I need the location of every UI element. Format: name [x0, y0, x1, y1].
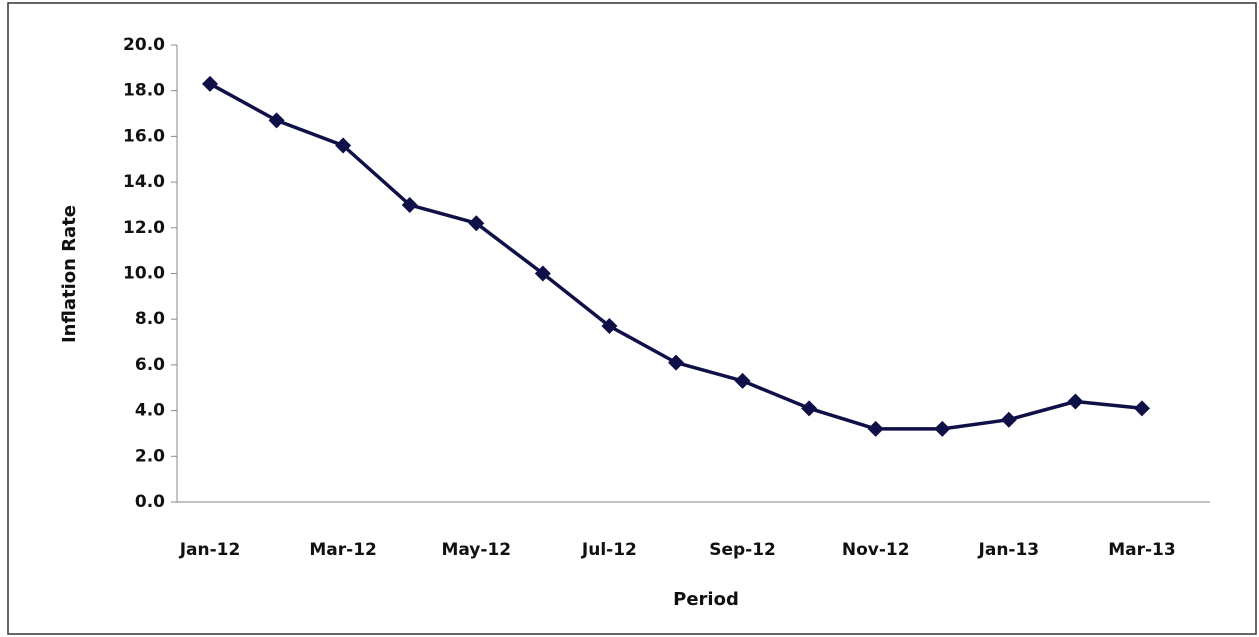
- line: [209, 82, 1143, 431]
- y-tick-label: 18.0: [123, 81, 165, 101]
- x-axis-title: Period: [673, 589, 739, 610]
- point-marker: [867, 420, 884, 437]
- point-marker: [734, 372, 751, 389]
- y-tick-label: 12.0: [123, 218, 165, 238]
- point-marker: [667, 354, 684, 371]
- point-marker: [268, 112, 285, 129]
- x-tick-label: Mar-13: [1108, 540, 1176, 560]
- point-marker: [1133, 400, 1150, 417]
- x-tick-label: Jul-12: [581, 540, 637, 560]
- chart-frame: [7, 2, 1257, 635]
- y-axis-title: Inflation Rate: [59, 205, 80, 343]
- x-tick-label: Nov-12: [842, 540, 910, 560]
- y-tick-label: 20.0: [123, 35, 165, 55]
- x-tick-label: Jan-12: [179, 540, 241, 560]
- point-marker: [534, 265, 551, 282]
- point-marker: [202, 75, 218, 92]
- point-marker: [1067, 393, 1084, 410]
- point-marker: [601, 318, 618, 335]
- y-tick-label: 6.0: [135, 355, 165, 375]
- y-tick-label: 14.0: [123, 172, 165, 192]
- x-tick-label: May-12: [441, 540, 511, 560]
- point-marker: [401, 196, 418, 213]
- y-tick-label: 10.0: [123, 264, 165, 284]
- y-tick-label: 0.0: [135, 492, 165, 512]
- y-tick-label: 8.0: [135, 309, 165, 329]
- point-marker: [468, 215, 485, 232]
- y-tick-label: 4.0: [135, 401, 165, 421]
- point-marker: [1000, 411, 1017, 428]
- y-tick-label: 2.0: [135, 446, 165, 466]
- point-marker: [335, 137, 352, 154]
- point-marker: [934, 420, 951, 437]
- x-tick-label: Mar-12: [309, 540, 377, 560]
- point-marker: [801, 400, 818, 417]
- x-tick-label: Jan-13: [978, 540, 1040, 560]
- x-tick-label: Sep-12: [709, 540, 776, 560]
- y-tick-label: 16.0: [123, 126, 165, 146]
